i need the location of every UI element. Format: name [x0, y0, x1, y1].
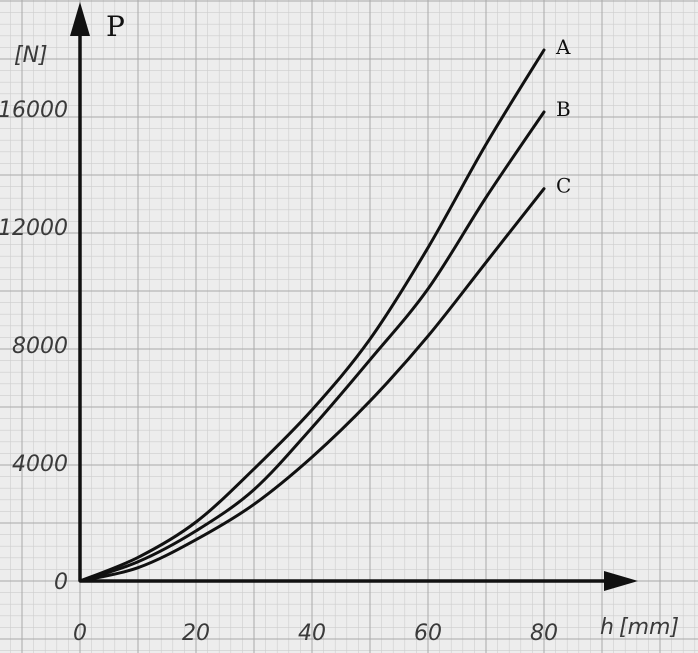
y-axis-arrow-icon [70, 2, 90, 36]
series-lines [78, 48, 546, 583]
y-tick-label: 0 [54, 570, 68, 595]
series-line-c [78, 187, 546, 583]
x-axis-unit: [mm] [619, 615, 679, 640]
y-tick-label: 8000 [12, 334, 68, 359]
series-line-b [78, 110, 546, 583]
series-labels: A B C [555, 35, 571, 198]
x-axis-label: h [600, 615, 614, 640]
series-label-c: C [556, 174, 571, 198]
series-label-a: A [555, 35, 571, 59]
series-line-a [78, 48, 546, 583]
series-label-b: B [556, 97, 571, 121]
y-axis-label: P [106, 10, 125, 43]
axes [70, 2, 638, 591]
y-tick-label: 16000 [0, 98, 68, 123]
x-tick-label: 20 [182, 621, 210, 646]
x-tick-label: 80 [530, 621, 558, 646]
x-tick-label: 60 [414, 621, 442, 646]
y-axis-unit: [N] [14, 43, 48, 68]
y-tick-label: 4000 [12, 452, 68, 477]
y-tick-label: 12000 [0, 216, 68, 241]
x-tick-label: 0 [73, 621, 87, 646]
x-axis-arrow-icon [604, 571, 638, 591]
x-tick-label: 40 [298, 621, 326, 646]
tick-labels: 0 20 40 60 80 0 4000 8000 12000 16000 [0, 98, 558, 646]
